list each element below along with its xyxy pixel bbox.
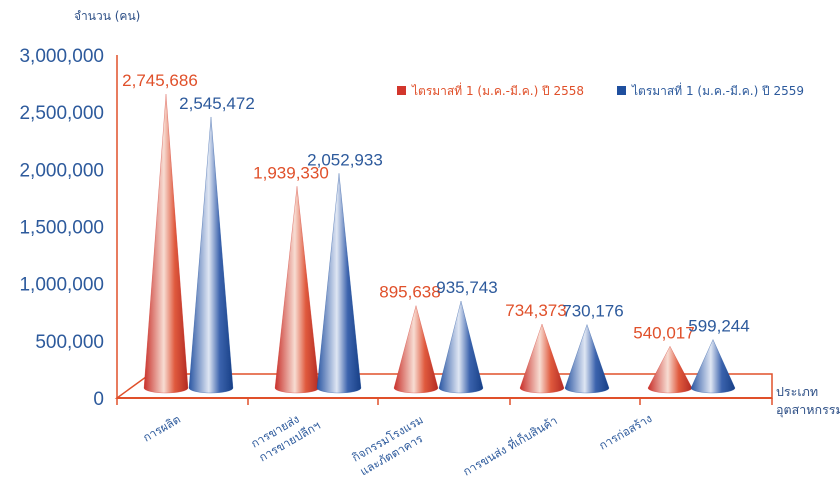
legend: ไตรมาสที่ 1 (ม.ค.-มี.ค.) ปี 2558 ไตรมาสท… [397,82,804,98]
cone-2558-0 [143,94,189,394]
category-label-2: กิจกรรมโรงแรมและภัตตาคาร [349,413,433,479]
cone-2558-3 [519,323,565,394]
data-label-2559-4: 599,244 [688,316,749,335]
legend-swatch-2559 [617,86,626,95]
data-label-2559-2: 935,743 [436,278,497,297]
data-label-2558-3: 734,373 [505,301,566,320]
floor [114,373,773,399]
data-labels: 2,745,686 1,939,330 895,638 734,373 540,017 2… [122,71,750,342]
cone-2559-1 [316,173,362,394]
category-label-0: การผลิต [141,412,183,445]
y-tick-label: 500,000 [35,332,104,353]
category-labels: การผลิต การขายส่งการขายปลีกฯ กิจกรรมโรงแรม… [141,404,655,479]
y-tick-labels: 0 500,000 1,000,000 1,500,000 2,000,000 2,500… [19,46,104,410]
x-axis-title-line1: ประเภท [776,384,818,399]
cone-2559-0 [188,116,234,394]
data-label-2558-1: 1,939,330 [253,163,329,182]
cone-2558-1 [274,186,320,394]
category-label-4: การก่อสร้าง [597,411,655,452]
cone-2558-4 [647,345,693,394]
data-label-2558-0: 2,745,686 [122,71,198,90]
legend-label-2558: ไตรมาสที่ 1 (ม.ค.-มี.ค.) ปี 2558 [411,82,584,98]
y-tick-label: 0 [93,389,104,410]
category-label-3: การขนส่ง ที่เก็บสินค้า [460,412,560,478]
data-label-2558-4: 540,017 [633,323,694,342]
data-label-2559-0: 2,545,472 [179,94,255,113]
legend-swatch-2558 [397,86,406,95]
data-label-2558-2: 895,638 [379,283,440,302]
y-tick-label: 1,500,000 [19,218,104,239]
y-tick-label: 2,000,000 [19,160,104,181]
x-axis-title-line2: อุตสาหกรรม [776,402,840,418]
cone-2559-4 [690,339,736,394]
cone-2559-2 [438,300,484,394]
x-tick-marks [116,398,773,405]
data-label-2559-3: 730,176 [562,302,623,321]
y-axis-title: จำนวน (คน) [74,9,140,23]
y-tick-label: 1,000,000 [19,275,104,296]
category-label-1: การขายส่งการขายปลีกฯ [249,404,323,464]
data-label-2559-1: 2,052,933 [307,150,383,169]
y-tick-label: 3,000,000 [19,46,104,67]
cone-2559-3 [564,324,610,394]
cone-2558-2 [393,305,439,394]
data-marks [143,94,736,394]
legend-label-2559: ไตรมาสที่ 1 (ม.ค.-มี.ค.) ปี 2559 [631,82,804,98]
y-tick-label: 2,500,000 [19,103,104,124]
